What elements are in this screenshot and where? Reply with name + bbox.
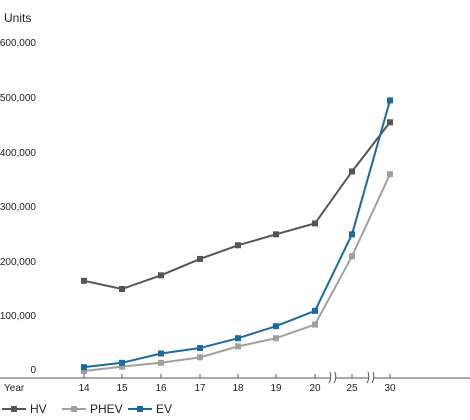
- data-point: [197, 354, 203, 361]
- y-axis-title: Units: [4, 11, 31, 25]
- data-point: [119, 363, 125, 370]
- x-tick-label: 14: [78, 383, 90, 394]
- legend-swatch-marker: [11, 406, 17, 412]
- x-axis: Year 14 15 16 17 18 19 20 25 30: [0, 371, 470, 394]
- data-point: [119, 286, 125, 292]
- data-point: [119, 359, 125, 366]
- data-point: [197, 345, 203, 352]
- legend-swatch-marker: [71, 406, 77, 412]
- data-point: [312, 321, 318, 328]
- x-tick-label: 19: [270, 383, 282, 394]
- data-point: [235, 343, 241, 350]
- y-tick-label: 400,000: [0, 148, 36, 159]
- data-point: [312, 220, 318, 227]
- series-layer: [81, 97, 393, 374]
- data-point: [387, 119, 393, 126]
- x-axis-title: Year: [4, 383, 25, 394]
- y-tick-label: 500,000: [0, 93, 36, 104]
- legend-item-ev: EV: [128, 402, 172, 416]
- data-point: [349, 253, 355, 260]
- series-line: [83, 100, 391, 369]
- x-tick-label: 18: [232, 383, 244, 394]
- axis-break-mark: [366, 371, 375, 384]
- legend-swatch-marker: [137, 406, 143, 412]
- data-point: [235, 335, 241, 342]
- y-tick-label: 200,000: [0, 257, 36, 268]
- data-point: [312, 307, 318, 314]
- data-point: [81, 368, 87, 374]
- y-tick-label: 600,000: [0, 38, 36, 49]
- x-tick-label: 17: [194, 383, 206, 394]
- x-tick-label: 20: [309, 383, 321, 394]
- data-point: [197, 255, 203, 262]
- data-point: [387, 171, 393, 178]
- y-tick-label: 0: [30, 365, 36, 376]
- data-point: [273, 335, 279, 342]
- x-tick-label: 16: [155, 383, 167, 394]
- legend-label: HV: [30, 402, 47, 416]
- x-tick-label: 25: [346, 383, 358, 394]
- data-point: [273, 323, 279, 330]
- legend-label: PHEV: [90, 402, 123, 416]
- data-point: [158, 359, 164, 366]
- data-point: [158, 350, 164, 357]
- data-point: [349, 168, 355, 175]
- x-tick-label: 30: [384, 383, 396, 394]
- data-point: [235, 242, 241, 249]
- legend-item-hv: HV: [2, 402, 47, 416]
- data-point: [158, 272, 164, 279]
- axis-break-mark: [328, 371, 337, 384]
- series-hv: [81, 119, 393, 292]
- x-tick-label: 15: [116, 383, 128, 394]
- data-point: [81, 364, 87, 371]
- data-point: [349, 231, 355, 238]
- y-axis: Units 0 100,000 200,000 300,000 400,000 500,00…: [0, 11, 36, 376]
- series-ev: [81, 97, 393, 371]
- data-point: [273, 231, 279, 238]
- legend-label: EV: [156, 402, 172, 416]
- data-point: [387, 97, 393, 104]
- series-line: [83, 121, 391, 291]
- y-tick-label: 300,000: [0, 202, 36, 213]
- y-tick-label: 100,000: [0, 311, 36, 322]
- legend-item-phev: PHEV: [62, 402, 123, 416]
- data-point: [81, 277, 87, 284]
- series-phev: [81, 171, 393, 374]
- series-line: [83, 173, 391, 372]
- legend: HV PHEV EV: [2, 402, 172, 416]
